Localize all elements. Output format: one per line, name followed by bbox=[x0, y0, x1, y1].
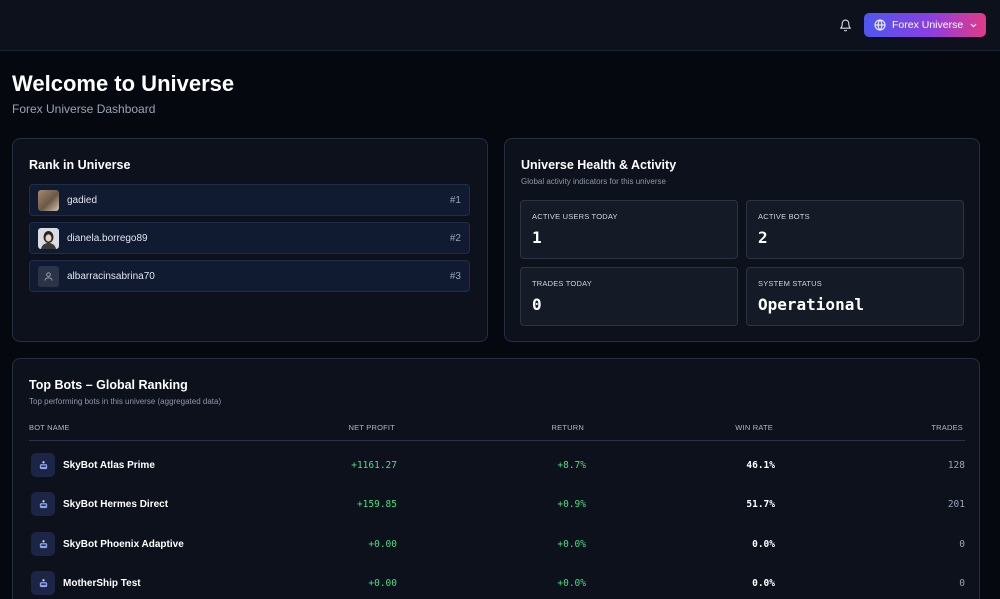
health-card-subtitle: Global activity indicators for this univ… bbox=[521, 177, 666, 186]
page-subtitle: Forex Universe Dashboard bbox=[12, 102, 156, 116]
page-title: Welcome to Universe bbox=[12, 71, 235, 96]
stat-label: TRADES TODAY bbox=[532, 279, 592, 288]
rank-item[interactable]: dianela.borrego89 #2 bbox=[29, 222, 470, 254]
bot-name: MotherShip Test bbox=[63, 578, 141, 589]
bot-trades: 0 bbox=[959, 578, 965, 589]
stat-trades-today: TRADES TODAY 0 bbox=[520, 267, 738, 326]
rank-item-position: #1 bbox=[449, 194, 461, 206]
bot-return: +0.0% bbox=[557, 578, 586, 589]
column-header-profit[interactable]: NET PROFIT bbox=[348, 423, 395, 432]
bots-card-subtitle: Top performing bots in this universe (ag… bbox=[29, 397, 222, 406]
stat-system-status: SYSTEM STATUS Operational bbox=[746, 267, 964, 326]
rank-item-position: #2 bbox=[449, 232, 461, 244]
health-card: Universe Health & Activity Global activi… bbox=[504, 138, 980, 342]
robot-icon bbox=[31, 571, 55, 595]
bot-net-profit: +159.85 bbox=[356, 499, 397, 510]
rank-item-name: albarracinsabrina70 bbox=[67, 270, 155, 282]
robot-icon bbox=[31, 532, 55, 556]
bots-ranking-card: Top Bots – Global Ranking Top performing… bbox=[12, 358, 980, 599]
bot-return: +0.0% bbox=[557, 539, 586, 550]
stat-active-users: ACTIVE USERS TODAY 1 bbox=[520, 200, 738, 259]
chevron-down-icon bbox=[970, 23, 977, 27]
table-divider bbox=[29, 440, 965, 441]
bot-name: SkyBot Phoenix Adaptive bbox=[63, 539, 184, 550]
robot-icon bbox=[31, 492, 55, 516]
rank-card-title: Rank in Universe bbox=[29, 158, 131, 172]
rank-item-name: dianela.borrego89 bbox=[67, 232, 148, 244]
robot-icon bbox=[31, 453, 55, 477]
column-header-win-rate[interactable]: WIN RATE bbox=[735, 423, 773, 432]
bot-trades: 128 bbox=[947, 460, 965, 471]
bot-win-rate: 51.7% bbox=[746, 499, 775, 510]
bot-win-rate: 0.0% bbox=[752, 539, 775, 550]
column-header-name[interactable]: BOT NAME bbox=[29, 423, 70, 432]
universe-selector-button[interactable]: Forex Universe bbox=[864, 13, 986, 37]
stat-label: SYSTEM STATUS bbox=[758, 279, 822, 288]
bot-return: +8.7% bbox=[557, 460, 586, 471]
table-row[interactable]: SkyBot Phoenix Adaptive +0.00 +0.0% 0.0%… bbox=[29, 529, 965, 559]
bot-trades: 0 bbox=[959, 539, 965, 550]
rank-card: Rank in Universe gadied #1 dianela.borre… bbox=[12, 138, 488, 342]
bot-net-profit: +0.00 bbox=[368, 539, 397, 550]
bot-net-profit: +1161.27 bbox=[351, 460, 397, 471]
rank-item-name: gadied bbox=[67, 194, 98, 206]
bot-name: SkyBot Atlas Prime bbox=[63, 460, 155, 471]
avatar bbox=[38, 189, 59, 211]
stat-value: 1 bbox=[532, 228, 542, 247]
rank-item-position: #3 bbox=[449, 270, 461, 282]
top-bar: Forex Universe bbox=[0, 0, 1000, 51]
bot-win-rate: 0.0% bbox=[752, 578, 775, 589]
stat-label: ACTIVE USERS TODAY bbox=[532, 212, 618, 221]
stat-active-bots: ACTIVE BOTS 2 bbox=[746, 200, 964, 259]
bot-win-rate: 46.1% bbox=[746, 460, 775, 471]
column-header-trades[interactable]: TRADES bbox=[931, 423, 963, 432]
stat-label: ACTIVE BOTS bbox=[758, 212, 810, 221]
bots-card-title: Top Bots – Global Ranking bbox=[29, 378, 188, 392]
table-row[interactable]: SkyBot Atlas Prime +1161.27 +8.7% 46.1% … bbox=[29, 450, 965, 480]
stat-value: Operational bbox=[758, 295, 864, 314]
bot-name: SkyBot Hermes Direct bbox=[63, 499, 169, 510]
bot-return: +0.9% bbox=[557, 499, 586, 510]
user-icon bbox=[38, 265, 59, 287]
bot-net-profit: +0.00 bbox=[368, 578, 397, 589]
globe-icon bbox=[874, 19, 886, 31]
stat-value: 0 bbox=[532, 295, 542, 314]
avatar bbox=[38, 227, 59, 249]
bell-icon[interactable] bbox=[836, 16, 854, 34]
column-header-return[interactable]: RETURN bbox=[551, 423, 584, 432]
table-row[interactable]: MotherShip Test +0.00 +0.0% 0.0% 0 bbox=[29, 568, 965, 598]
health-card-title: Universe Health & Activity bbox=[521, 158, 677, 172]
table-row[interactable]: SkyBot Hermes Direct +159.85 +0.9% 51.7%… bbox=[29, 489, 965, 519]
universe-selector-label: Forex Universe bbox=[892, 19, 964, 31]
bot-trades: 201 bbox=[947, 499, 965, 510]
stat-value: 2 bbox=[758, 228, 768, 247]
rank-item[interactable]: gadied #1 bbox=[29, 184, 470, 216]
rank-item[interactable]: albarracinsabrina70 #3 bbox=[29, 260, 470, 292]
